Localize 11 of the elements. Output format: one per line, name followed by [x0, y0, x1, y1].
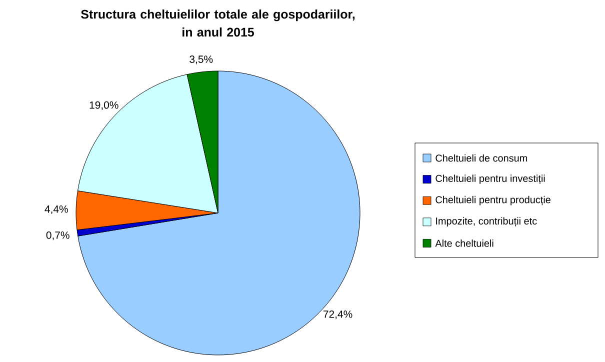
- data-label: 19,0%: [90, 101, 118, 110]
- data-label: 0,7%: [46, 231, 70, 240]
- legend-label: Cheltuieli pentru producție: [436, 196, 550, 206]
- chart-title: Structura cheltuielilor totale ale gospodariilor, in anul 2015: [81, 10, 355, 37]
- data-label: 4,4%: [44, 205, 68, 214]
- legend-label: Cheltuieli de consum: [436, 154, 527, 162]
- legend-label: Impozite, contribuții etc: [436, 217, 537, 227]
- legend-label: Alte cheltuieli: [435, 240, 494, 247]
- legend-label: Cheltuieli pentru investiții: [436, 174, 545, 184]
- data-label: 72,4%: [323, 310, 352, 320]
- data-label: 3,5%: [190, 56, 213, 64]
